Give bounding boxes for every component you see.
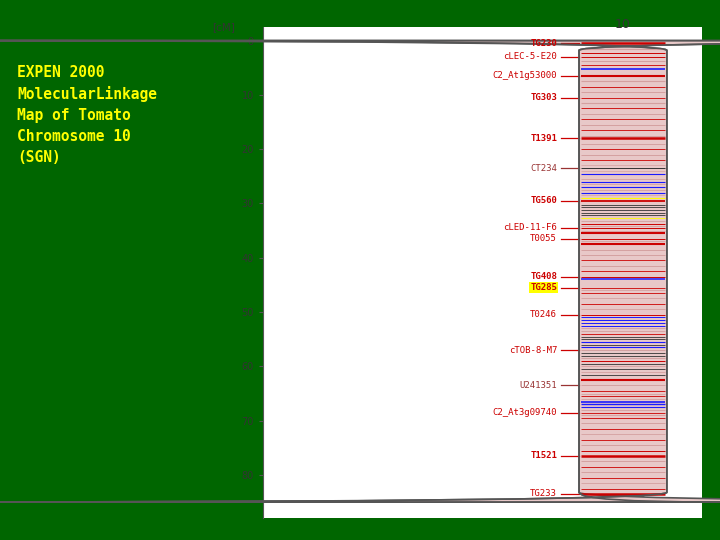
Text: cTOB-8-M7: cTOB-8-M7 <box>509 346 557 355</box>
Text: TG285: TG285 <box>530 283 557 292</box>
Text: U241351: U241351 <box>519 381 557 390</box>
Text: T0246: T0246 <box>530 310 557 319</box>
Text: T1521: T1521 <box>530 451 557 461</box>
Text: TG233: TG233 <box>530 489 557 498</box>
Text: cLED-11-F6: cLED-11-F6 <box>503 224 557 232</box>
Text: T0055: T0055 <box>530 234 557 243</box>
Text: cLEC-5-E20: cLEC-5-E20 <box>503 52 557 62</box>
Text: TG230: TG230 <box>530 39 557 48</box>
Text: 10: 10 <box>615 18 631 31</box>
Text: TG408: TG408 <box>530 272 557 281</box>
Text: TG560: TG560 <box>530 196 557 205</box>
FancyBboxPatch shape <box>0 40 720 502</box>
Text: TG303: TG303 <box>530 93 557 102</box>
Text: C2_At3g09740: C2_At3g09740 <box>492 408 557 417</box>
Text: CT234: CT234 <box>530 164 557 173</box>
Text: C2_At1g53000: C2_At1g53000 <box>492 71 557 80</box>
Y-axis label: [cM]: [cM] <box>212 22 235 32</box>
Text: EXPEN 2000
MolecularLinkage
Map of Tomato
Chromosome 10
(SGN): EXPEN 2000 MolecularLinkage Map of Tomat… <box>17 65 157 165</box>
Text: T1391: T1391 <box>530 134 557 143</box>
